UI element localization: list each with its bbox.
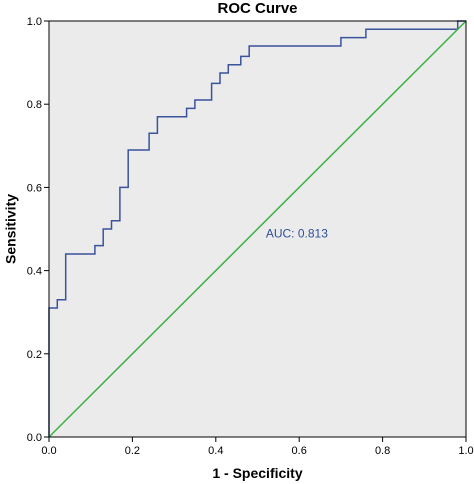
y-tick-label: 0.4 <box>27 266 42 278</box>
x-tick-label: 1.0 <box>458 445 473 457</box>
reference-diagonal-line <box>48 20 467 438</box>
y-axis-title: Sensitivity <box>3 194 19 264</box>
axis-ticks: 0.0 0.2 0.4 0.6 0.8 1.0 0.0 0.2 0.4 0.6 0.8 1.0 <box>27 16 474 457</box>
x-tick-label: 0.8 <box>375 445 390 457</box>
y-tick-label: 0.2 <box>27 349 42 361</box>
x-tick-label: 0.6 <box>292 445 307 457</box>
y-tick-label: 0.8 <box>27 99 42 111</box>
x-tick-label: 0.2 <box>125 445 140 457</box>
roc-curve-line <box>48 20 466 437</box>
x-tick-label: 0.4 <box>208 445 223 457</box>
y-tick-label: 0.6 <box>27 182 42 194</box>
y-tick-label: 1.0 <box>27 16 42 28</box>
x-tick-label: 0.0 <box>41 445 56 457</box>
x-axis-title: 1 - Specificity <box>212 465 302 481</box>
y-tick-label: 0.0 <box>27 432 42 444</box>
plot-border <box>48 20 467 438</box>
chart-title: ROC Curve <box>217 0 297 17</box>
series-group <box>48 20 467 438</box>
auc-annotation: AUC: 0.813 <box>266 226 328 240</box>
